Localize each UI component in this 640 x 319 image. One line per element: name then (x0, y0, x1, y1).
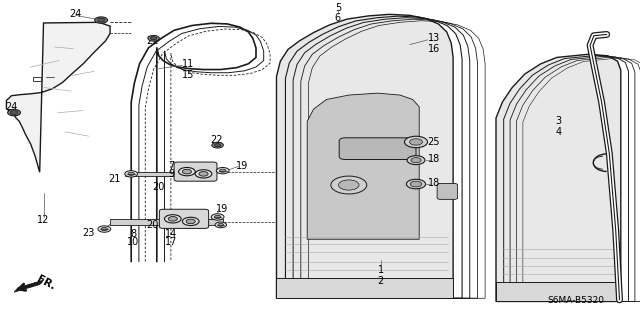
Polygon shape (125, 172, 198, 176)
Text: 2: 2 (378, 276, 384, 286)
Circle shape (164, 215, 181, 223)
Circle shape (97, 18, 105, 22)
Text: 13: 13 (428, 33, 440, 43)
Circle shape (220, 169, 226, 172)
Text: 7: 7 (168, 161, 175, 171)
Text: 12: 12 (37, 215, 50, 225)
Text: 23: 23 (83, 228, 95, 238)
Text: 3: 3 (556, 116, 562, 126)
Text: 15: 15 (182, 70, 195, 80)
Text: 21: 21 (108, 174, 120, 184)
Circle shape (186, 219, 195, 224)
Circle shape (410, 139, 422, 145)
Text: 20: 20 (152, 182, 165, 192)
Circle shape (95, 17, 108, 23)
Circle shape (125, 171, 138, 177)
Polygon shape (14, 280, 44, 292)
Circle shape (214, 215, 221, 219)
Text: 22: 22 (146, 36, 159, 47)
Circle shape (410, 181, 422, 187)
Circle shape (179, 167, 195, 176)
Polygon shape (276, 14, 453, 298)
Text: 19: 19 (216, 204, 228, 214)
Text: 10: 10 (127, 237, 140, 248)
Polygon shape (496, 282, 621, 301)
Circle shape (101, 227, 108, 231)
Text: 9: 9 (168, 169, 175, 179)
Circle shape (211, 214, 224, 220)
Circle shape (331, 176, 367, 194)
Text: 19: 19 (236, 161, 248, 171)
Circle shape (404, 136, 428, 148)
Text: 18: 18 (428, 154, 440, 165)
FancyBboxPatch shape (339, 138, 416, 160)
Circle shape (182, 217, 199, 226)
Polygon shape (307, 93, 419, 239)
Text: 20: 20 (146, 220, 159, 230)
Circle shape (10, 111, 18, 115)
FancyBboxPatch shape (33, 77, 41, 81)
Text: 6: 6 (335, 12, 341, 23)
Circle shape (407, 156, 425, 165)
Circle shape (406, 179, 426, 189)
Circle shape (150, 37, 157, 40)
Text: 5: 5 (335, 3, 341, 13)
Circle shape (98, 226, 111, 232)
Circle shape (195, 170, 212, 178)
Circle shape (148, 35, 159, 41)
Text: 11: 11 (182, 59, 195, 69)
Text: 16: 16 (428, 44, 440, 55)
Polygon shape (110, 219, 223, 225)
Text: 14: 14 (165, 229, 178, 240)
Text: 24: 24 (5, 102, 17, 112)
Text: 17: 17 (165, 237, 178, 248)
Text: FR.: FR. (35, 274, 57, 292)
Text: 18: 18 (428, 178, 440, 189)
FancyBboxPatch shape (174, 162, 217, 181)
FancyBboxPatch shape (159, 209, 209, 228)
Circle shape (168, 217, 177, 221)
FancyBboxPatch shape (437, 183, 458, 199)
Text: S6MA-B5320: S6MA-B5320 (547, 296, 605, 305)
Text: 22: 22 (210, 135, 223, 145)
Circle shape (8, 109, 20, 116)
Circle shape (216, 167, 229, 174)
Circle shape (199, 172, 208, 176)
Circle shape (411, 158, 421, 163)
Polygon shape (6, 22, 110, 172)
Circle shape (218, 223, 224, 226)
Circle shape (182, 169, 191, 174)
Polygon shape (496, 54, 621, 301)
Text: 4: 4 (556, 127, 562, 137)
Circle shape (339, 180, 359, 190)
Polygon shape (276, 278, 453, 298)
Circle shape (214, 144, 221, 147)
Circle shape (212, 142, 223, 148)
Text: 24: 24 (69, 9, 81, 19)
Text: 25: 25 (428, 137, 440, 147)
Text: 8: 8 (130, 229, 136, 240)
Circle shape (215, 222, 227, 228)
Text: 1: 1 (378, 264, 384, 275)
Circle shape (128, 172, 134, 175)
